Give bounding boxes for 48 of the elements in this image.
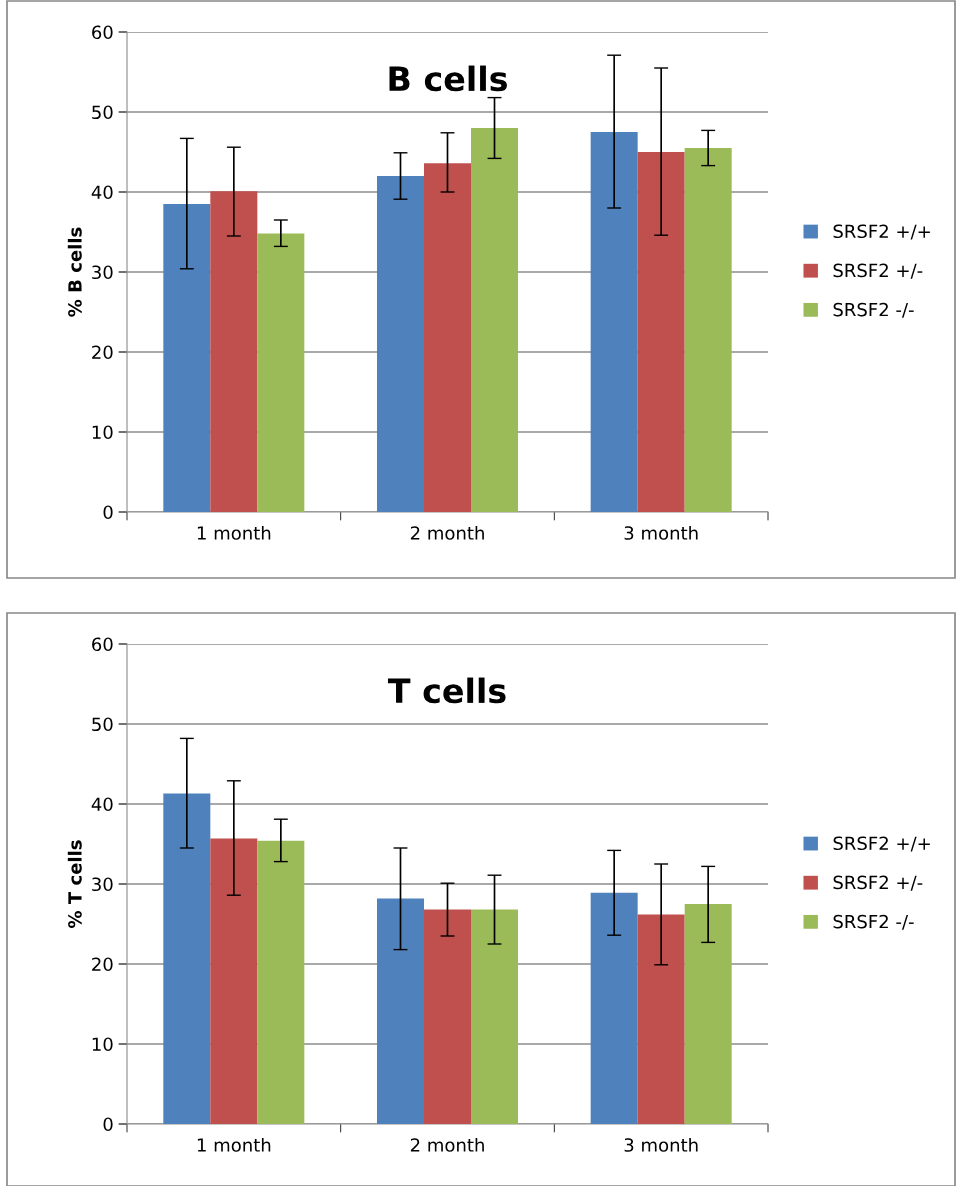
y-axis-title: % B cells	[67, 227, 82, 317]
y-tick-label: 10	[92, 425, 113, 440]
bar	[590, 132, 638, 512]
y-tick-label: 40	[91, 797, 113, 812]
text: B cells	[389, 65, 507, 92]
y-tick-label: 10	[92, 1037, 113, 1052]
bar	[210, 838, 258, 1124]
bar	[257, 233, 305, 512]
x-tick-label: 3 month	[624, 1137, 698, 1152]
bar	[590, 892, 638, 1124]
legend-label: SRSF2 -/-	[833, 914, 914, 930]
x-tick-label: 1 month	[197, 525, 271, 540]
y-tick-label: 60	[92, 25, 113, 40]
bar	[210, 191, 258, 512]
legend-label: SRSF2 +/-	[833, 875, 923, 891]
y-tick-label: 0	[103, 1117, 113, 1132]
y-axis-title: % T cells	[67, 840, 82, 928]
y-tick-label: 0	[103, 505, 113, 520]
bar	[257, 840, 305, 1124]
y-tick-label: 30	[92, 265, 113, 280]
bar	[471, 128, 519, 512]
y-tick-label: 60	[92, 637, 113, 652]
y-tick-label: 20	[92, 957, 113, 972]
x-tick-label: 3 month	[624, 525, 698, 540]
y-tick-label: 50	[92, 717, 113, 732]
x-tick-label: 2 month	[410, 1137, 484, 1152]
legend-label: SRSF2 +/+	[833, 224, 930, 240]
bar	[424, 163, 471, 512]
y-tick-label: 50	[92, 105, 113, 120]
y-tick-label: 30	[92, 877, 113, 892]
legend-label: SRSF2 +/+	[833, 836, 930, 852]
legend-label: SRSF2 -/-	[833, 302, 914, 318]
y-tick-label: 40	[91, 185, 113, 200]
text: T cells	[387, 677, 506, 704]
bar	[424, 909, 471, 1124]
bar	[376, 898, 424, 1124]
bar	[637, 914, 685, 1124]
bar	[637, 152, 685, 512]
bar	[376, 176, 424, 512]
bar	[163, 204, 211, 512]
legend-label: SRSF2 +/-	[833, 263, 923, 279]
bar	[684, 148, 732, 512]
bar	[163, 793, 211, 1124]
bar	[684, 904, 732, 1124]
x-tick-label: 1 month	[197, 1137, 271, 1152]
y-tick-label: 20	[92, 345, 113, 360]
bar	[471, 909, 519, 1124]
x-tick-label: 2 month	[410, 525, 484, 540]
